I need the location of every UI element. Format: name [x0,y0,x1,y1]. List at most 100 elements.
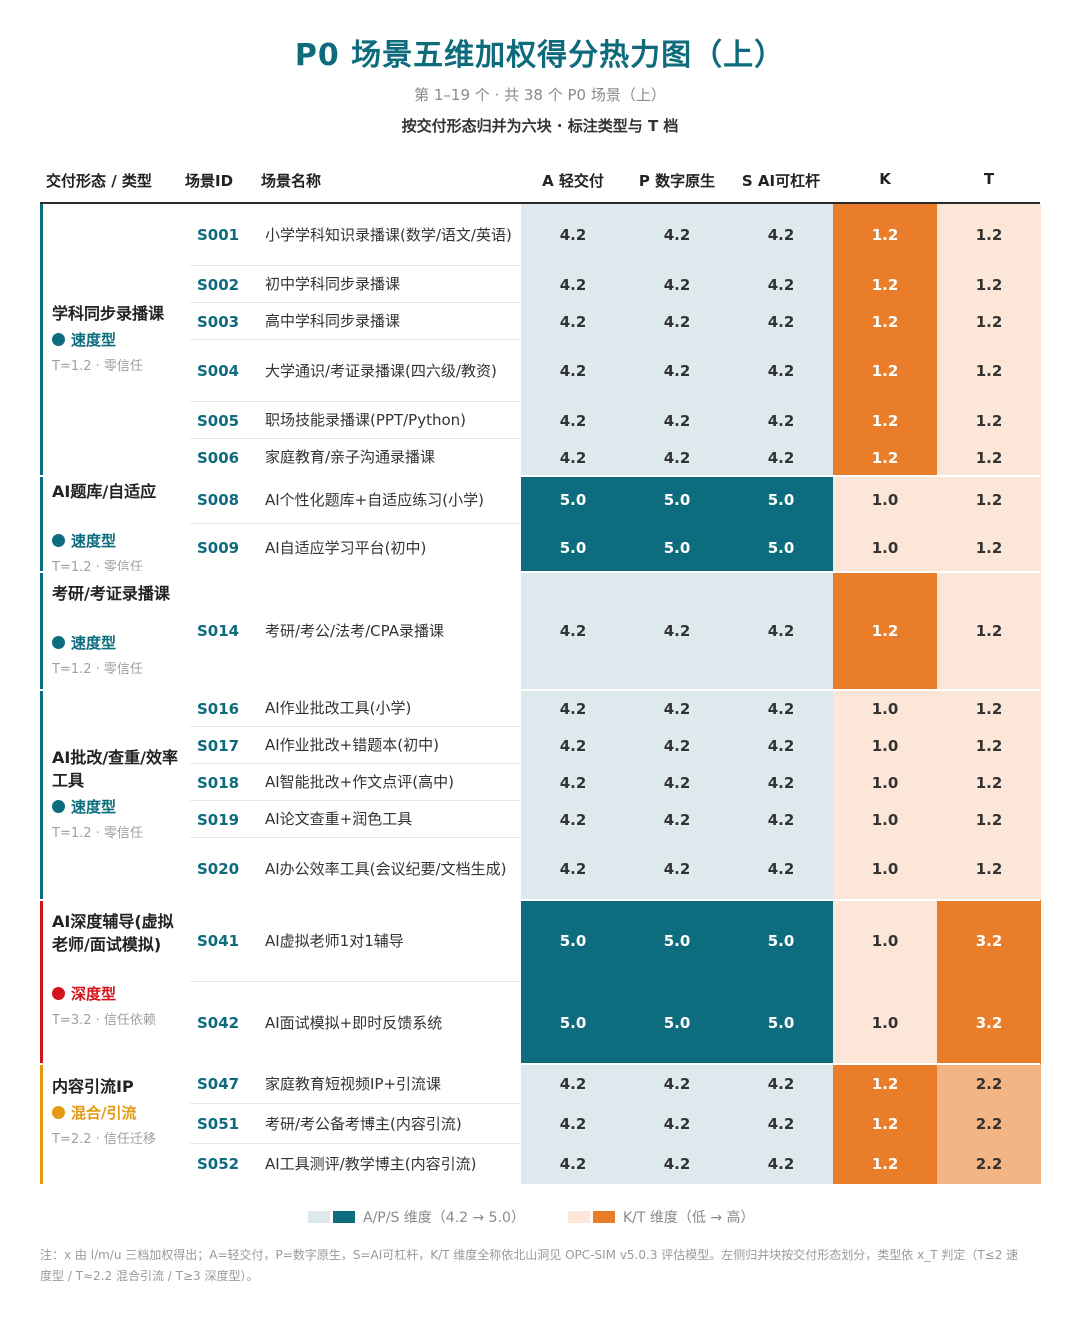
group-name: 内容引流IP [52,1076,134,1096]
heatmap-cell: 4.2 [729,204,833,266]
heatmap-cell: 4.2 [521,439,625,476]
header-t: T [983,170,995,188]
heatmap-cell: 4.2 [521,402,625,439]
heatmap-cell: 1.2 [937,266,1041,303]
header-a: A 轻交付 [542,172,604,190]
heatmap-cell: 1.2 [833,303,937,340]
heatmap-cell: 4.2 [625,1064,729,1104]
heatmap-cell: 5.0 [729,524,833,572]
group-tier: T=1.2 · 零信任 [52,661,143,677]
scenario-name: AI论文查重+润色工具 [265,810,413,828]
group-tier: T=1.2 · 零信任 [52,560,143,575]
heatmap-cell: 4.2 [521,764,625,801]
heatmap-cell: 3.2 [937,900,1041,982]
heatmap-cell: 4.2 [625,801,729,838]
scenario-id: S009 [197,539,240,557]
heatmap-cell: 1.2 [833,204,937,266]
heatmap-cell: 5.0 [521,982,625,1064]
heatmap-cell: 1.0 [833,690,937,727]
heatmap-cell: 1.2 [937,303,1041,340]
type-dot-icon [52,986,65,1000]
heatmap-cell: 4.2 [625,266,729,303]
heatmap-cell: 4.2 [625,439,729,476]
group-type-label: 速度型 [71,797,117,816]
group-name: AI题库/自适应 [52,482,157,501]
heatmap-cell: 5.0 [521,524,625,572]
header-k: K [879,170,891,188]
legend-swatch-light-teal [308,1211,330,1223]
heatmap-cell: 4.2 [521,266,625,303]
row-divider [190,837,520,838]
heatmap-cell: 1.2 [937,402,1041,439]
type-dot-icon [52,333,65,346]
heatmap-cell: 4.2 [521,838,625,900]
group-name: 考研/考证录播课 [52,583,170,603]
heatmap-cell: 1.0 [833,838,937,900]
legend-swatch-peach [568,1211,590,1223]
row-divider [190,438,520,439]
heatmap-cell: 4.2 [729,439,833,476]
heatmap-cell: 1.2 [937,204,1041,266]
scenario-id: S052 [197,1155,240,1173]
heatmap-cell: 4.2 [625,727,729,764]
heatmap-cell: 4.2 [729,1064,833,1104]
scenario-id: S002 [197,275,240,294]
heatmap-cell: 4.2 [729,340,833,402]
heatmap-cell: 1.0 [833,982,937,1064]
heatmap-cell: 1.0 [833,900,937,982]
scenario-name: AI办公效率工具(会议纪要/文档生成) [265,859,507,878]
scenario-id: S016 [197,699,240,718]
row-divider [190,523,520,524]
scenario-name: 小学学科知识录播课(数学/语文/英语) [265,225,512,244]
heatmap-cell: 1.2 [937,727,1041,764]
heatmap-cell: 1.2 [937,524,1041,572]
scenario-id: S020 [197,860,240,878]
heatmap-cell: 4.2 [625,1104,729,1144]
group-tier: T=1.2 · 零信任 [52,359,143,374]
group-separator [40,571,1040,573]
heatmap-cell: 1.2 [937,690,1041,727]
heatmap-cell: 4.2 [729,1104,833,1144]
heatmap-cell: 1.2 [833,439,937,476]
heatmap-cell: 1.2 [937,340,1041,402]
group-type-label: 速度型 [71,633,117,652]
header-s: S AI可杠杆 [741,172,821,190]
heatmap-cell: 4.2 [521,1104,625,1144]
heatmap-cell: 1.2 [833,266,937,303]
group-type: 混合/引流 [52,1102,136,1123]
group-tier: T=3.2 · 信任依赖 [52,1012,156,1028]
heatmap-cell: 4.2 [521,801,625,838]
row-divider [190,981,520,982]
heatmap-cell: 1.2 [937,838,1041,900]
heatmap-cell: 2.2 [937,1144,1041,1184]
scenario-name: 家庭教育短视频IP+引流课 [265,1074,442,1093]
heatmap-cell: 4.2 [729,266,833,303]
scenario-name: 家庭教育/亲子沟通录播课 [265,448,436,466]
scenario-name: AI作业批改+错题本(初中) [265,736,439,754]
header-p: P 数字原生 [638,172,716,190]
scenario-id: S041 [197,932,240,950]
heatmap-cell: 1.2 [833,402,937,439]
heatmap-cell: 1.2 [833,340,937,402]
scenario-id: S047 [197,1075,240,1093]
heatmap-cell: 4.2 [729,572,833,690]
heatmap-cell: 4.2 [729,303,833,340]
scenario-id: S008 [197,491,240,509]
group-type: 速度型 [52,632,116,653]
heatmap-cell: 4.2 [729,402,833,439]
heatmap-cell: 5.0 [625,524,729,572]
header-group: 交付形态 / 类型 [46,172,152,190]
heatmap-cell: 4.2 [521,572,625,690]
group-type: 深度型 [52,983,116,1004]
legend-aps-label: A/P/S 维度（4.2 → 5.0） [363,1210,525,1226]
row-divider [190,1143,520,1144]
heatmap-cell: 4.2 [521,1144,625,1184]
heatmap-cell: 4.2 [729,727,833,764]
scenario-name: AI面试模拟+即时反馈系统 [265,1013,443,1032]
heatmap-cell: 4.2 [729,1144,833,1184]
scenario-name: 初中学科同步录播课 [265,275,401,293]
heatmap-cell: 1.2 [833,1064,937,1104]
group-type-label: 混合/引流 [71,1103,137,1122]
page-subtitle-2: 按交付形态归并为六块 · 标注类型与 T 档 [401,117,679,135]
